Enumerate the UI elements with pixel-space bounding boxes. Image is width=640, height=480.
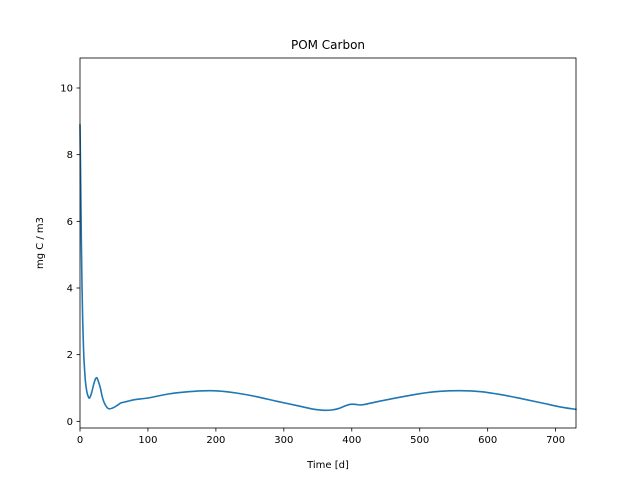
x-tick-label: 300	[274, 435, 293, 446]
y-tick-label: 6	[67, 217, 73, 228]
chart-title: POM Carbon	[291, 38, 365, 52]
series-line	[79, 123, 577, 412]
y-axis: 0 2 4 6 8 10	[60, 84, 80, 428]
y-tick-label: 2	[67, 350, 73, 361]
y-tick-label: 8	[67, 150, 73, 161]
x-tick-label: 0	[77, 435, 83, 446]
x-tick-label: 400	[342, 435, 361, 446]
x-tick-label: 700	[546, 435, 565, 446]
y-tick-label: 0	[67, 417, 73, 428]
x-axis-label: Time [d]	[306, 460, 349, 471]
y-axis-label: mg C / m3	[35, 217, 46, 269]
x-tick-label: 600	[478, 435, 497, 446]
y-tick-label: 4	[67, 284, 73, 295]
x-tick-label: 200	[206, 435, 225, 446]
plot-area	[79, 123, 577, 412]
x-axis: 0 100 200 300 400 500 600 700	[77, 428, 565, 446]
y-tick-label: 10	[60, 84, 73, 95]
x-tick-label: 500	[410, 435, 429, 446]
plot-frame	[79, 57, 577, 429]
x-tick-label: 100	[138, 435, 157, 446]
